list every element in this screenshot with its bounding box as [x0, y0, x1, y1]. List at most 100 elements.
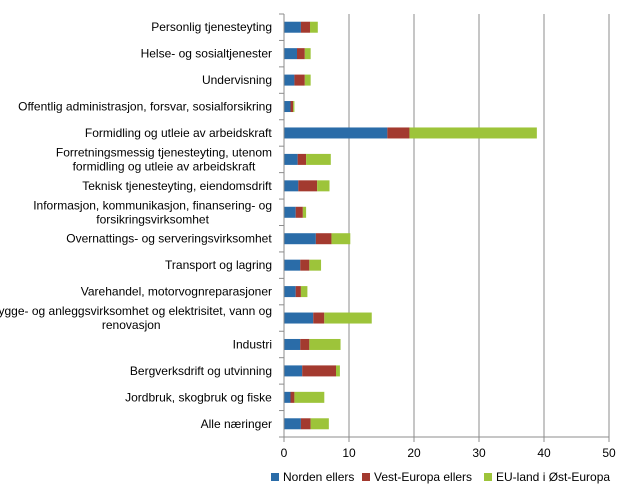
category-label-line: Formidling og utleie av arbeidskraft: [85, 126, 272, 140]
bar-2-series-1: [294, 74, 305, 86]
bar-8-series-1: [315, 233, 332, 245]
category-label-line: Alle næringer: [201, 417, 272, 431]
category-label-2: Undervisning: [202, 73, 272, 87]
legend-label-1: Vest-Europa ellers: [374, 470, 472, 484]
bar-13-series-0: [284, 365, 303, 377]
bar-7-series-1: [295, 206, 303, 218]
bar-3-series-1: [290, 101, 294, 113]
bar-8-series-0: [284, 233, 316, 245]
bar-14-series-0: [284, 391, 291, 403]
bar-13-series-1: [302, 365, 336, 377]
bar-14-series-2: [294, 391, 325, 403]
category-label-9: Transport og lagring: [165, 258, 272, 272]
bar-8-series-2: [331, 233, 351, 245]
category-label-line: Varehandel, motorvognreparasjoner: [81, 285, 272, 299]
bar-10-series-0: [284, 286, 296, 298]
category-label-7: Informasjon, kommunikasjon, finansering-…: [33, 198, 272, 226]
category-label-4: Formidling og utleie av arbeidskraft: [85, 126, 272, 140]
category-label-1: Helse- og sosialtjenester: [141, 47, 272, 61]
x-tick-label-2: 20: [407, 446, 421, 460]
bar-1-series-1: [297, 48, 305, 60]
bar-9-series-2: [309, 259, 322, 271]
category-label-line: Forretningsmessig tjenesteyting, utenom: [56, 145, 272, 159]
bar-15-series-1: [300, 418, 311, 430]
grid-lines: [348, 14, 610, 437]
bar-12-series-0: [284, 338, 301, 350]
bar-14-series-1: [290, 391, 295, 403]
legend-label-0: Norden ellers: [283, 470, 354, 484]
category-label-10: Varehandel, motorvognreparasjoner: [81, 285, 272, 299]
category-label-line: Teknisk tjenesteyting, eiendomsdrift: [82, 179, 272, 193]
legend-label-2: EU-land i Øst-Europa: [496, 470, 610, 484]
x-tick-label-4: 40: [537, 446, 551, 460]
legend: Norden ellers Vest-Europa ellers EU-land i…: [271, 470, 610, 484]
category-label-line: Jordbruk, skogbruk og fiske: [125, 390, 272, 404]
category-label-line: Informasjon, kommunikasjon, finansering-…: [33, 198, 272, 212]
bar-2-series-0: [284, 74, 295, 86]
category-label-8: Overnattings- og serveringsvirksomhet: [66, 232, 272, 246]
bar-6-series-1: [298, 180, 318, 192]
bar-4-series-1: [387, 127, 410, 139]
bar-5-series-2: [306, 153, 331, 165]
category-label-11: Bygge- og anleggsvirksomhet og elektrisi…: [0, 304, 272, 332]
category-label-14: Jordbruk, skogbruk og fiske: [125, 390, 272, 404]
category-label-line: formidling og utleie av arbeidskraft: [73, 159, 256, 173]
category-label-line: Overnattings- og serveringsvirksomhet: [66, 232, 272, 246]
bar-0-series-2: [310, 21, 318, 33]
category-label-15: Alle næringer: [201, 417, 272, 431]
bar-1-series-2: [304, 48, 311, 60]
category-label-line: Bygge- og anleggsvirksomhet og elektrisi…: [0, 304, 272, 318]
bar-0-series-0: [284, 21, 301, 33]
legend-swatch-1: [362, 473, 370, 481]
x-tick-labels: 0 10 20 30 40 50: [281, 446, 616, 460]
category-labels: Personlig tjenesteyting Helse- og sosialt…: [0, 20, 272, 431]
category-label-line: forsikringsvirksomhet: [96, 212, 209, 226]
category-label-line: Helse- og sosialtjenester: [141, 47, 272, 61]
bar-0-series-1: [300, 21, 310, 33]
x-tick-label-3: 30: [472, 446, 486, 460]
bar-9-series-0: [284, 259, 301, 271]
category-label-5: Forretningsmessig tjenesteyting, utenom f…: [56, 145, 272, 173]
category-label-13: Bergverksdrift og utvinning: [130, 364, 272, 378]
bar-2-series-2: [304, 74, 311, 86]
x-tick-label-5: 50: [602, 446, 616, 460]
bar-6-series-2: [317, 180, 330, 192]
category-label-line: Industri: [233, 337, 272, 351]
bar-12-series-2: [309, 338, 341, 350]
x-tick-label-1: 10: [342, 446, 356, 460]
bar-7-series-0: [284, 206, 296, 218]
bars-group: [284, 21, 537, 430]
category-label-line: renovasjon: [102, 318, 161, 332]
category-label-line: Transport og lagring: [165, 258, 272, 272]
bar-11-series-1: [313, 312, 325, 324]
bar-13-series-2: [336, 365, 340, 377]
category-label-line: Bergverksdrift og utvinning: [130, 364, 272, 378]
bar-4-series-0: [284, 127, 388, 139]
legend-swatch-2: [484, 473, 492, 481]
legend-swatch-0: [271, 473, 279, 481]
category-label-line: Undervisning: [202, 73, 272, 87]
bar-9-series-1: [300, 259, 310, 271]
bar-5-series-0: [284, 153, 298, 165]
bar-11-series-0: [284, 312, 314, 324]
bar-5-series-1: [297, 153, 307, 165]
x-tick-label-0: 0: [281, 446, 288, 460]
category-label-6: Teknisk tjenesteyting, eiendomsdrift: [82, 179, 272, 193]
category-label-3: Offentlig administrasjon, forsvar, sosia…: [18, 100, 272, 114]
bar-15-series-0: [284, 418, 301, 430]
bar-3-series-2: [293, 101, 295, 113]
bar-1-series-0: [284, 48, 297, 60]
category-label-line: Personlig tjenesteyting: [151, 20, 272, 34]
bar-10-series-2: [300, 286, 308, 298]
category-label-0: Personlig tjenesteyting: [151, 20, 272, 34]
axes-group: [279, 13, 610, 442]
category-label-12: Industri: [233, 337, 272, 351]
bar-11-series-2: [324, 312, 372, 324]
category-label-line: Offentlig administrasjon, forsvar, sosia…: [18, 100, 272, 114]
bar-4-series-2: [409, 127, 537, 139]
bar-6-series-0: [284, 180, 299, 192]
bar-15-series-2: [310, 418, 329, 430]
bar-10-series-1: [295, 286, 301, 298]
bar-7-series-2: [302, 206, 307, 218]
